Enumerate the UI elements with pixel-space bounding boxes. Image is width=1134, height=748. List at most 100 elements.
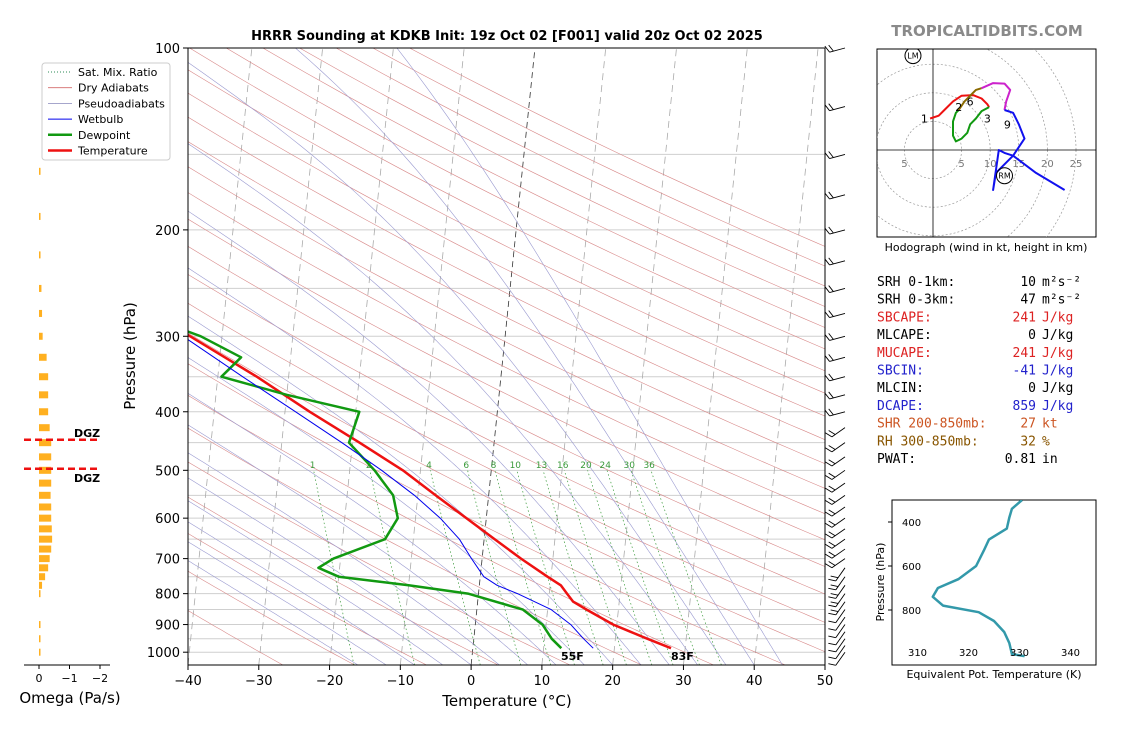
wind-barb [824, 191, 846, 200]
index-label: SRH 0-1km: [877, 275, 955, 290]
legend-label: Dewpoint [78, 129, 131, 142]
pseudoadiabat-line [188, 477, 472, 665]
hodograph-height-label: 3 [984, 113, 991, 126]
y-tick-label: 800 [155, 588, 180, 603]
brand-watermark: TROPICALTIDBITS.COM [891, 22, 1083, 40]
index-label: SRH 0-3km: [877, 293, 955, 308]
mixing-ratio-label: 4 [426, 461, 432, 471]
surface-temperature-label: 83F [671, 650, 694, 663]
isotherm-line [541, 48, 607, 665]
omega-bar [39, 439, 52, 447]
dry-adiabat-line [188, 192, 825, 515]
legend: Sat. Mix. Ratio Dry Adiabats Pseudoadiabat… [41, 62, 171, 161]
hodograph-range-label: 15 [1012, 159, 1025, 170]
pseudoadiabat-line [188, 521, 415, 665]
hodograph-height-label: 1 [921, 113, 928, 126]
hodograph-height-label: 6 [967, 95, 974, 108]
wind-barb [825, 538, 846, 549]
index-unit: J/kg [1042, 399, 1073, 414]
theta-e-x-tick-label: 310 [908, 648, 927, 659]
mixing-ratio-label: 8 [491, 461, 497, 471]
mixing-ratio-line [630, 470, 700, 665]
mixing-ratio-label: 10 [510, 461, 522, 471]
pseudoadiabat-line [188, 392, 557, 665]
wind-barb [828, 645, 846, 660]
pseudoadiabat-line [396, 48, 783, 665]
pseudoadiabat-line [188, 62, 727, 665]
omega-tick-label: −1 [61, 672, 77, 685]
index-unit: % [1042, 434, 1050, 449]
index-label: SHR 200-850mb: [877, 417, 987, 432]
mixing-ratio-line [542, 470, 604, 665]
pseudoadiabat-line [188, 541, 387, 665]
index-unit: J/kg [1042, 310, 1073, 325]
wind-barb [828, 631, 846, 646]
mixing-ratio-line [563, 470, 627, 665]
wind-barb [825, 506, 846, 517]
wind-barb [825, 469, 846, 480]
wind-barb [825, 528, 846, 539]
omega-bar [39, 491, 51, 499]
mixing-ratio-line [494, 470, 552, 665]
wind-barb [825, 442, 846, 453]
index-unit: in [1042, 452, 1058, 467]
series-temperature-line [188, 333, 672, 650]
dry-adiabat-line [188, 302, 825, 623]
index-label: SBCAPE: [877, 310, 932, 325]
legend-label: Dry Adiabats [78, 82, 149, 95]
wind-barb [824, 257, 846, 266]
dry-adiabat-line [188, 533, 427, 665]
x-tick-label: 30 [675, 674, 692, 689]
omega-bar [39, 479, 52, 487]
index-value: 859 [1013, 399, 1036, 414]
index-unit: m²s⁻² [1042, 293, 1081, 308]
mixing-ratio-label: 16 [557, 461, 569, 471]
dry-adiabat-line [188, 116, 825, 440]
omega-bar [39, 332, 43, 340]
mixing-ratio-labels: 1 2 4 6 8 10 13 16 20 24 30 36 [310, 461, 655, 471]
wind-barb [824, 151, 846, 159]
omega-bar [39, 535, 53, 543]
omega-bar [39, 466, 52, 474]
skewt-axes: −40 −30 −20 −10 0 10 20 30 40 50 100 200 300 400 500 60… [147, 42, 833, 689]
y-tick-label: 700 [155, 553, 180, 568]
index-value: 0.81 [1005, 452, 1036, 467]
mixing-ratio-line [650, 470, 722, 665]
legend-label: Sat. Mix. Ratio [78, 66, 158, 79]
omega-bar [39, 167, 41, 175]
pseudoadiabat-line [188, 424, 528, 665]
pseudoadiabat-line [188, 357, 585, 665]
index-unit: J/kg [1042, 381, 1073, 396]
pseudoadiabat-line [188, 500, 443, 665]
omega-bar [39, 309, 43, 317]
pseudoadiabat-line [188, 267, 642, 665]
index-label: MUCAPE: [877, 346, 932, 361]
omega-bar [39, 353, 47, 361]
index-label: PWAT: [877, 452, 916, 467]
y-tick-label: 900 [155, 619, 180, 634]
series-dewpoint-line [188, 330, 563, 650]
wind-barb [825, 456, 846, 467]
omega-bar [39, 212, 41, 220]
wind-barb [825, 494, 846, 505]
hodograph-segment [992, 109, 1066, 191]
theta-e-x-tick-label: 340 [1061, 648, 1080, 659]
hodograph-range-label: 5 [958, 159, 964, 170]
theta-e-x-tick-label: 330 [1010, 648, 1029, 659]
dry-adiabat-line [188, 246, 825, 567]
isotherm-line [470, 48, 536, 665]
x-tick-label: 10 [534, 674, 551, 689]
mixing-ratio-line [467, 470, 522, 665]
wind-barb [825, 427, 846, 438]
wind-barb [825, 482, 846, 493]
omega-panel: 0 −1 −2 [24, 167, 110, 685]
dry-adiabat-line [189, 48, 825, 372]
wind-barb [824, 333, 846, 341]
mixing-ratio-label: 2 [366, 461, 372, 471]
omega-bar [39, 555, 50, 563]
hodograph-height-label: 9 [1004, 118, 1011, 131]
index-value: 10 [1020, 275, 1036, 290]
y-tick-label: 600 [155, 512, 180, 527]
legend-box [41, 62, 171, 161]
omega-axis-label: Omega (Pa/s) [19, 689, 120, 707]
